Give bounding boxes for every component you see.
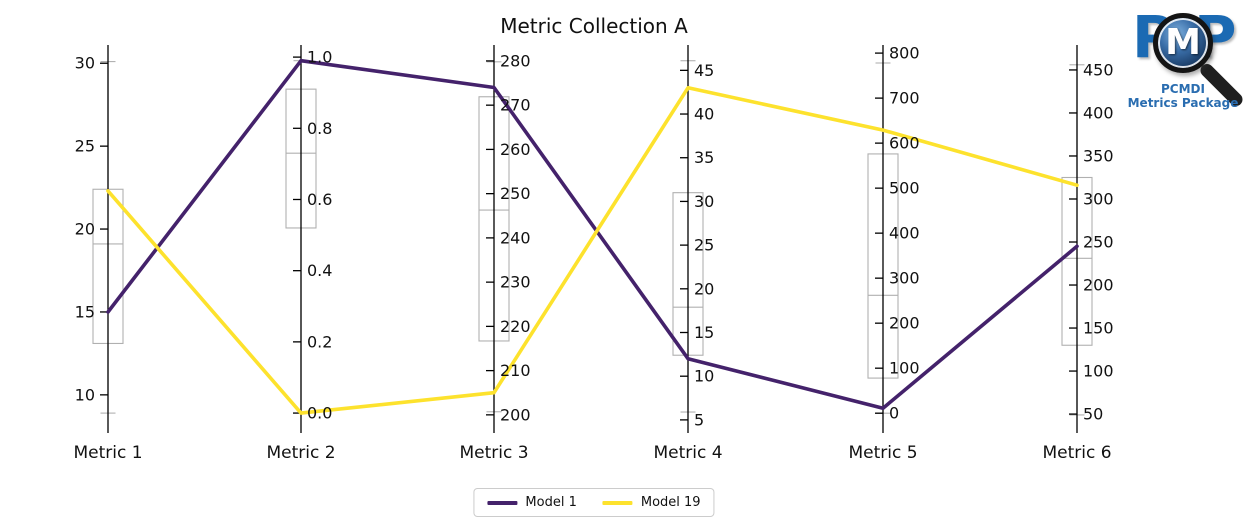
tick-label: 20 [75,220,95,239]
legend: Model 1 Model 19 [473,488,715,517]
tick-label: 0.6 [307,190,332,209]
tick-label: 10 [75,385,95,404]
tick-label: 400 [889,224,920,243]
tick-label: 800 [889,44,920,63]
tick-label: 1.0 [307,48,332,67]
tick-label: 200 [500,405,531,424]
tick-label: 15 [694,323,714,342]
axis-label-metric-2: Metric 2 [266,443,335,463]
tick-label: 150 [1083,319,1114,338]
tick-label: 300 [1083,189,1114,208]
tick-label: 35 [694,148,714,167]
legend-item-model-1: Model 1 [487,495,577,510]
pmp-logo: P P M PCMDI Metrics Package [1126,4,1252,120]
tick-label: 0.4 [307,261,332,280]
tick-label: 20 [694,279,714,298]
axis-label-metric-3: Metric 3 [459,443,528,463]
tick-label: 200 [1083,276,1114,295]
tick-label: 0 [889,404,899,423]
logo-org-text: PCMDI [1161,82,1205,96]
tick-label: 0.0 [307,404,332,423]
series-line-model-1 [106,58,1079,411]
series-line-model-19 [106,86,1079,415]
tick-label: 230 [500,273,531,292]
tick-label: 5 [694,410,704,429]
logo-package-text: Metrics Package [1127,96,1239,110]
tick-label: 30 [75,54,95,73]
model-19-line-swatch [602,500,633,505]
tick-label: 280 [500,51,531,70]
tick-label: 200 [889,314,920,333]
tick-label: 0.2 [307,332,332,351]
tick-label: 240 [500,228,531,247]
chart-title: Metric Collection A [500,14,688,38]
tick-label: 100 [889,359,920,378]
tick-label: 45 [694,61,714,80]
magnifier-globe-icon: M [1153,13,1213,73]
tick-label: 30 [694,192,714,211]
tick-label: 270 [500,96,531,115]
axis-label-metric-1: Metric 1 [73,443,142,463]
tick-label: 220 [500,317,531,336]
tick-label: 50 [1083,405,1103,424]
tick-label: 10 [694,367,714,386]
tick-label: 500 [889,179,920,198]
axis-label-metric-5: Metric 5 [848,443,917,463]
axis-label-metric-6: Metric 6 [1042,443,1111,463]
model-1-line-swatch [487,500,518,505]
tick-label: 250 [500,184,531,203]
tick-label: 15 [75,302,95,321]
tick-label: 400 [1083,103,1114,122]
tick-label: 300 [889,269,920,288]
tick-label: 700 [889,89,920,108]
tick-label: 450 [1083,60,1114,79]
tick-label: 25 [694,236,714,255]
tick-label: 25 [75,137,95,156]
tick-label: 350 [1083,146,1114,165]
axis-label-metric-4: Metric 4 [653,443,722,463]
tick-label: 100 [1083,362,1114,381]
tick-label: 0.8 [307,119,332,138]
tick-label: 600 [889,134,920,153]
tick-label: 260 [500,140,531,159]
tick-label: 210 [500,361,531,380]
legend-item-model-19: Model 19 [602,495,701,510]
legend-label-model-19: Model 19 [640,495,701,510]
tick-label: 40 [694,105,714,124]
legend-label-model-1: Model 1 [525,495,577,510]
logo-letter-m: M [1165,22,1201,63]
tick-label: 250 [1083,233,1114,252]
